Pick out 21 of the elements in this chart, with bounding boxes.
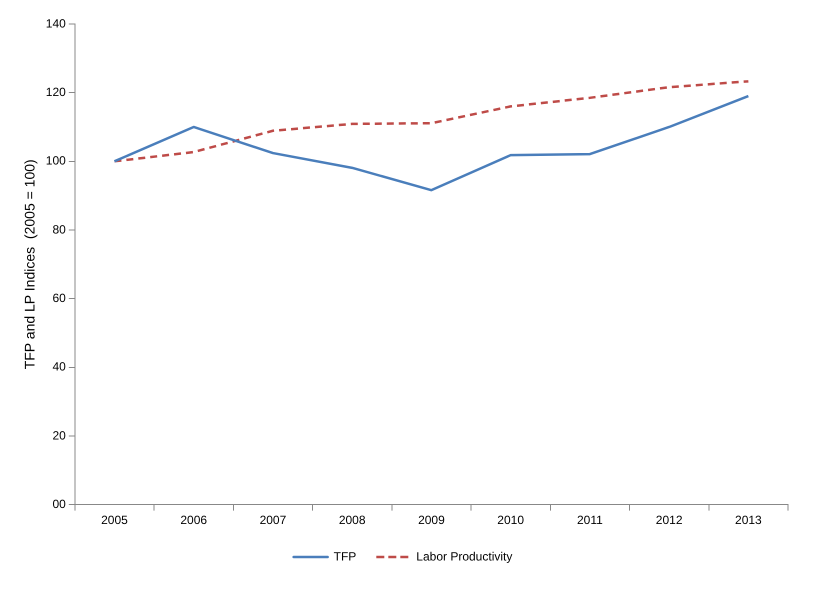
x-tick-label: 2006 [180,513,208,528]
y-tick-label: 60 [52,290,66,305]
y-tick-label: 20 [52,428,66,442]
x-tick-label: 2008 [338,513,366,528]
y-tick-label: 00 [52,496,66,511]
y-tick-label: 120 [46,84,66,99]
legend-label: TFP [334,549,356,564]
x-tick-label: 2011 [576,513,604,528]
y-axis-title: TFP and LP Indices (2005 = 100) [21,159,38,370]
y-tick-label: 140 [46,16,66,30]
y-tick-label: 100 [46,154,66,168]
x-tick-label: 2012 [656,513,683,528]
x-tick-label: 2009 [418,513,446,528]
x-tick-label: 2007 [260,513,287,528]
y-tick-label: 80 [52,222,66,236]
x-tick-label: 2010 [497,513,524,528]
line-series [113,80,750,163]
x-tick-label: 2013 [735,513,762,528]
legend-label: Labor Productivity [416,549,512,564]
y-tick-label: 40 [52,360,66,374]
x-tick-label: 2005 [101,513,128,528]
